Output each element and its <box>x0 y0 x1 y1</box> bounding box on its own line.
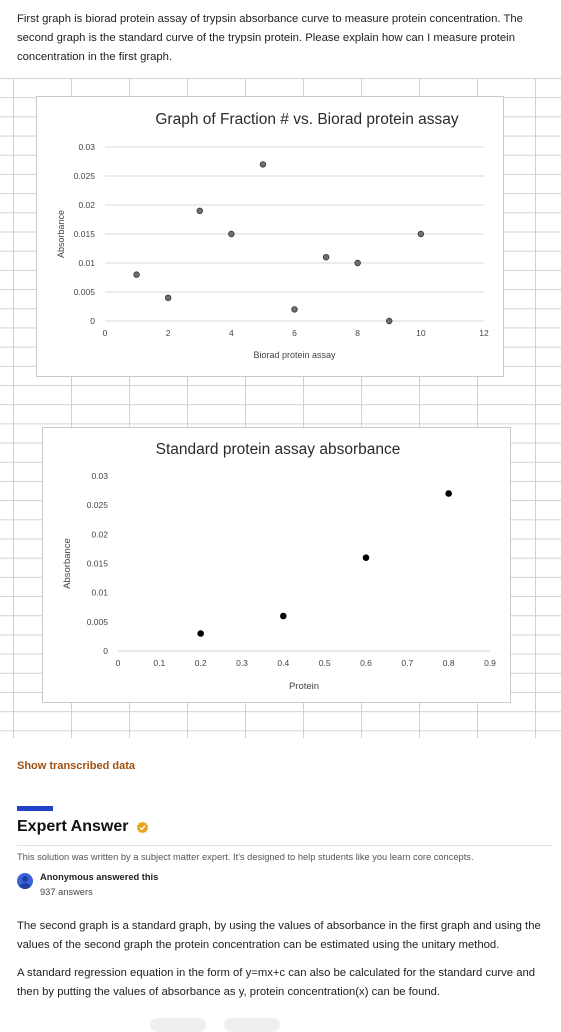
author-block: Anonymous answered this 937 answers <box>17 872 158 897</box>
chart-2-svg: Standard protein assay absorbance 0 0.005 0… <box>62 441 496 692</box>
y-tick-label: 0.005 <box>87 617 109 627</box>
standard-curve-chart: Standard protein assay absorbance 0 0.005 0… <box>42 427 511 703</box>
x-tick-label: 0.9 <box>484 658 496 668</box>
x-tick-label: 0.3 <box>236 658 248 668</box>
data-point <box>417 230 425 238</box>
data-point <box>322 253 330 261</box>
y-axis-label: Absorbance <box>56 210 66 258</box>
x-tick-label: 0.1 <box>153 658 165 668</box>
x-tick-label: 10 <box>416 328 426 338</box>
y-tick-label: 0.015 <box>87 559 109 569</box>
data-point <box>196 207 203 214</box>
bottom-controls <box>150 1018 280 1032</box>
x-tick-label: 6 <box>292 328 297 338</box>
data-point <box>259 161 267 168</box>
author-answer-count: 937 answers <box>40 887 93 897</box>
x-tick-label: 0.4 <box>277 658 289 668</box>
expert-answer-title: Expert Answer <box>17 818 129 835</box>
data-point <box>386 317 393 325</box>
bottom-pill[interactable] <box>150 1018 206 1032</box>
show-transcribed-data-link[interactable]: Show transcribed data <box>17 760 135 772</box>
data-point <box>197 630 204 637</box>
y-tick-label: 0 <box>103 646 108 656</box>
author-name: Anonymous answered this <box>40 872 159 882</box>
answer-paragraph-1: The second graph is a standard graph, by… <box>17 920 541 951</box>
y-tick-label: 0.02 <box>91 529 108 539</box>
data-point <box>362 554 370 561</box>
y-tick-label: 0.01 <box>78 258 95 268</box>
y-tick-label: 0.03 <box>78 142 95 152</box>
y-tick-label: 0.01 <box>91 588 108 598</box>
data-point <box>164 294 172 301</box>
x-tick-label: 12 <box>479 328 489 338</box>
data-point <box>354 259 361 267</box>
x-tick-label: 8 <box>355 328 360 338</box>
y-tick-label: 0.03 <box>91 471 108 481</box>
chart-1-svg: Graph of Fraction # vs. Biorad protein a… <box>56 111 489 360</box>
question-text: First graph is biorad protein assay of t… <box>17 13 523 63</box>
x-axis-label: Biorad protein assay <box>253 350 336 360</box>
divider <box>17 845 552 846</box>
data-point <box>228 230 235 238</box>
x-tick-label: 4 <box>229 328 234 338</box>
x-tick-label: 0.2 <box>195 658 207 668</box>
x-tick-label: 0.8 <box>443 658 455 668</box>
expert-answer-heading: Expert Answer <box>17 818 149 836</box>
x-tick-label: 0.7 <box>401 658 413 668</box>
expert-disclaimer: This solution was written by a subject m… <box>17 852 474 862</box>
chart-title: Standard protein assay absorbance <box>156 441 401 458</box>
y-tick-label: 0.005 <box>74 287 96 297</box>
data-point <box>280 612 287 620</box>
avatar-icon <box>17 873 33 889</box>
data-point <box>445 490 452 497</box>
y-axis-label: Absorbance <box>62 538 73 589</box>
x-tick-label: 0.6 <box>360 658 372 668</box>
x-tick-label: 2 <box>166 328 171 338</box>
bottom-pill[interactable] <box>224 1018 280 1032</box>
y-tick-label: 0.02 <box>78 200 95 210</box>
y-tick-label: 0.015 <box>74 229 96 239</box>
x-tick-label: 0.5 <box>319 658 331 668</box>
y-tick-label: 0 <box>90 316 95 326</box>
accent-bar <box>17 806 53 811</box>
x-axis-label: Protein <box>289 681 319 692</box>
chart-title: Graph of Fraction # vs. Biorad protein a… <box>155 111 459 128</box>
y-tick-label: 0.025 <box>87 500 109 510</box>
data-point <box>133 271 140 278</box>
answer-paragraph-2: A standard regression equation in the fo… <box>17 967 536 998</box>
x-tick-label: 0 <box>116 658 121 668</box>
y-tick-label: 0.025 <box>74 171 96 181</box>
fraction-vs-biorad-chart: Graph of Fraction # vs. Biorad protein a… <box>36 96 504 377</box>
verified-badge-icon <box>137 820 149 834</box>
data-point <box>291 306 298 313</box>
x-tick-label: 0 <box>103 328 108 338</box>
